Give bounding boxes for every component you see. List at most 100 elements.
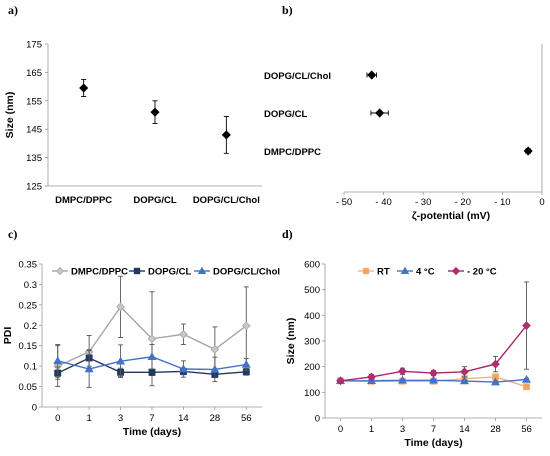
a-y-tick-label: 155 (26, 96, 42, 107)
c-legend-marker (55, 266, 65, 276)
a-category-label: DOPG/CL (133, 195, 176, 206)
d-y-tick-label: 200 (304, 362, 320, 373)
d-data-point (523, 383, 530, 391)
c-legend-marker (197, 266, 207, 275)
chart-a: 125 135 145 155 165 175 DMPC/DPPC DOPG/CL DOPG/C… (4, 40, 262, 206)
a-y-tick-label: 175 (26, 40, 42, 51)
d-x-tick-label: 56 (521, 424, 532, 435)
chart-c: 0 0.05 0.1 0.15 0.2 0.25 0.3 0.35 0 1 3 7 14 28 56 Time… (2, 260, 280, 439)
c-x-tick-label: 1 (86, 413, 91, 424)
c-data-point (210, 364, 220, 373)
a-y-tick-label: 135 (26, 153, 42, 164)
d-legend-label: RT (377, 267, 390, 278)
d-legend-label: 4 °C (416, 267, 435, 278)
panel-label-c: c) (8, 227, 17, 241)
d-y-tick-label: 100 (304, 388, 320, 399)
c-y-tick-label: 0.1 (24, 362, 37, 373)
a-data-point (150, 107, 160, 117)
c-x-tick-label: 7 (149, 413, 154, 424)
a-y-tick-label: 145 (26, 125, 42, 136)
d-data-point (522, 374, 531, 383)
b-data-point (367, 70, 377, 80)
d-legend-marker (362, 267, 370, 275)
d-y-tick-label: 600 (304, 260, 320, 271)
panel-label-b: b) (282, 3, 293, 17)
d-y-tick-label: 500 (304, 285, 320, 296)
d-data-point (491, 377, 500, 386)
d-legend-marker (451, 266, 461, 276)
c-data-point (147, 352, 157, 360)
c-y-tick-label: 0.05 (19, 382, 38, 393)
b-category-label: DOPG/CL/Chol (264, 71, 331, 82)
c-legend-label: DMPC/DPPC (71, 267, 128, 278)
c-data-point (241, 359, 251, 368)
d-legend-marker (400, 266, 410, 275)
d-legend-label: - 20 °C (467, 267, 497, 278)
c-legend-label: DOPG/CL/Chol (213, 267, 280, 278)
d-x-tick-label: 28 (490, 424, 501, 435)
d-data-point (491, 359, 500, 369)
panel-label-a: a) (8, 3, 18, 17)
d-data-point (522, 321, 531, 330)
d-data-point (429, 368, 438, 378)
c-y-axis-title: PDI (2, 327, 14, 345)
b-category-label: DOPG/CL (264, 109, 307, 120)
d-y-axis-title: Size (nm) (285, 318, 297, 365)
c-y-tick-label: 0.2 (24, 321, 37, 332)
b-x-tick-label: - 40 (375, 197, 391, 208)
c-data-point (210, 345, 220, 354)
c-x-tick-label: 14 (178, 413, 189, 424)
c-data-point (241, 321, 251, 331)
a-category-label: DMPC/DPPC (55, 195, 112, 206)
d-data-point (398, 375, 407, 384)
c-y-tick-label: 0.15 (19, 341, 38, 352)
c-y-tick-label: 0.25 (19, 300, 38, 311)
a-y-tick-label: 125 (26, 182, 42, 193)
b-x-tick-label: - 10 (494, 197, 510, 208)
c-x-tick-label: 3 (118, 413, 123, 424)
d-x-tick-label: 0 (338, 424, 343, 435)
d-x-tick-label: 3 (400, 424, 405, 435)
c-data-point (84, 364, 94, 373)
c-y-tick-label: 0.35 (19, 260, 38, 271)
c-data-point (148, 368, 156, 376)
b-data-point (375, 108, 385, 118)
b-x-tick-label: - 30 (415, 197, 431, 208)
c-x-tick-label: 28 (210, 413, 221, 424)
d-x-tick-label: 1 (369, 424, 374, 435)
c-data-point (147, 334, 157, 344)
c-data-point (116, 356, 126, 365)
c-x-axis-title: Time (days) (123, 426, 181, 438)
d-data-point (460, 367, 469, 377)
c-data-point (116, 302, 125, 312)
c-x-tick-label: 56 (241, 413, 252, 424)
b-x-axis-title: ζ-potential (mV) (412, 210, 490, 222)
c-data-point (179, 329, 188, 339)
b-x-tick-label: - 20 (455, 197, 471, 208)
b-x-tick-label: 0 (539, 197, 544, 208)
d-y-tick-label: 300 (304, 337, 320, 348)
a-data-point (79, 83, 89, 93)
c-x-tick-label: 0 (55, 413, 60, 424)
chart-d: 0 100 200 300 400 500 600 0 1 3 7 14 28 56 Time (days)… (285, 260, 542, 449)
c-y-tick-label: 0.3 (24, 280, 37, 291)
d-x-tick-label: 14 (459, 424, 470, 435)
b-category-label: DMPC/DPPC (264, 147, 321, 158)
c-data-point (53, 356, 63, 365)
a-category-label: DOPG/CL/Chol (193, 195, 260, 206)
c-y-tick-label: 0 (32, 403, 37, 414)
d-data-point (460, 376, 469, 385)
d-data-point (398, 366, 407, 376)
chart-b: - 50 - 40 - 30 - 20 - 10 0 DOPG/CL/Chol DOPG/CL… (264, 44, 545, 222)
c-legend-label: DOPG/CL (148, 267, 191, 278)
d-y-tick-label: 400 (304, 311, 320, 322)
d-x-axis-title: Time (days) (404, 437, 462, 449)
a-data-point (221, 130, 231, 140)
a-y-tick-label: 165 (26, 68, 42, 79)
panel-label-d: d) (282, 227, 293, 241)
c-legend-marker (133, 267, 141, 275)
d-x-tick-label: 7 (431, 424, 436, 435)
b-x-tick-label: - 50 (336, 197, 352, 208)
b-data-point (523, 146, 533, 156)
